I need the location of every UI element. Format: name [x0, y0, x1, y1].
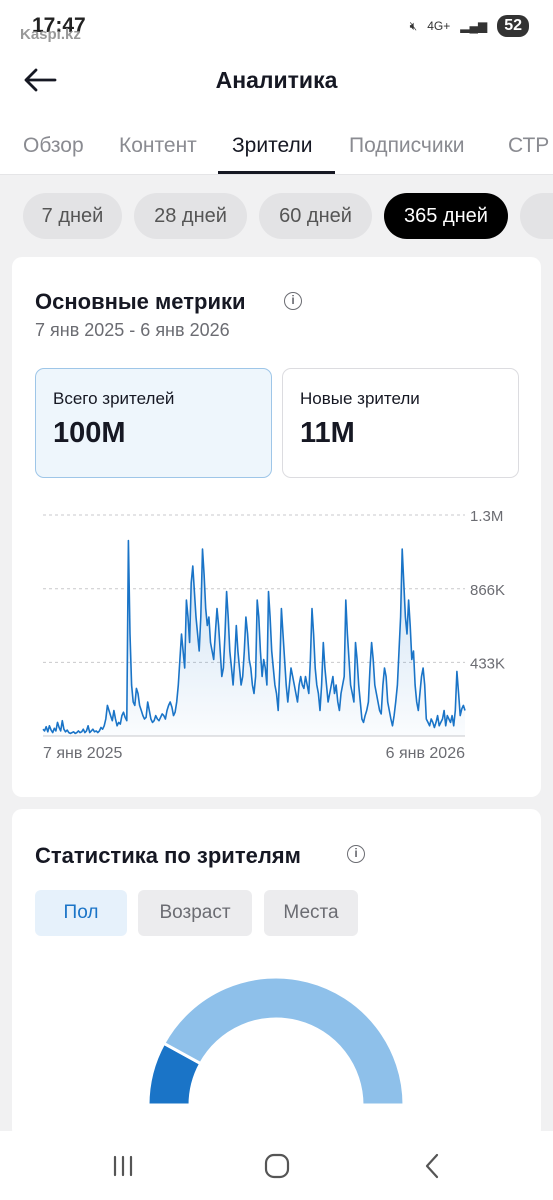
gender-donut-chart: [146, 975, 406, 1107]
status-time: 17:47: [32, 14, 86, 37]
date-range: 7 янв 2025 - 6 янв 2026: [35, 320, 230, 340]
viewers-line-chart: 1.3M 866K 433K 7 янв 2025 6 янв 2026: [42, 508, 505, 762]
home-icon: [264, 1153, 290, 1179]
total-viewers-tile[interactable]: Всего зрителей 100M: [35, 368, 272, 478]
tab-more[interactable]: СТР: [508, 134, 550, 157]
signal-icon: ▂▄▆: [460, 19, 488, 33]
x-tick-label-end: 6 янв 2026: [386, 745, 465, 762]
mute-icon: 🔇︎: [409, 18, 418, 33]
y-tick-label: 866K: [470, 582, 505, 599]
series-line: [42, 539, 466, 735]
period-selector: 7 дней 28 дней 60 дней 365 дней: [0, 175, 553, 257]
page-title: Аналитика: [215, 67, 338, 93]
info-icon[interactable]: i: [347, 845, 365, 863]
recent-apps-button[interactable]: [103, 1149, 143, 1183]
tab-overview[interactable]: Обзор: [23, 134, 84, 157]
total-viewers-value: 100M: [53, 417, 126, 449]
back-arrow-icon: [24, 68, 57, 92]
main-metrics-card: Основные метрики i 7 янв 2025 - 6 янв 20…: [12, 257, 541, 797]
info-icon[interactable]: i: [284, 292, 302, 310]
system-back-button[interactable]: [412, 1149, 452, 1183]
total-viewers-label: Всего зрителей: [53, 389, 175, 408]
new-viewers-value: 11M: [300, 417, 355, 449]
app-header: Аналитика: [0, 48, 553, 112]
audience-stats-card: Статистика по зрителям i Пол Возраст Мес…: [12, 809, 541, 1139]
segment-gender[interactable]: Пол: [35, 890, 127, 936]
period-custom[interactable]: [520, 193, 553, 239]
series-area: [43, 540, 465, 736]
chevron-left-icon: [425, 1153, 439, 1179]
new-viewers-label: Новые зрители: [300, 389, 420, 408]
tab-viewers[interactable]: Зрители: [232, 134, 313, 157]
tab-followers[interactable]: Подписчики: [349, 134, 465, 157]
active-tab-indicator: [218, 171, 335, 174]
status-bar: 17:47 Kaspi.kz 🔇︎ 4G+ ▂▄▆ 52: [0, 0, 553, 48]
segment-age[interactable]: Возраст: [138, 890, 252, 936]
network-label: 4G+: [427, 19, 451, 33]
recent-apps-icon: [113, 1155, 133, 1177]
back-button[interactable]: [20, 62, 60, 98]
home-button[interactable]: [257, 1149, 297, 1183]
y-tick-label: 1.3M: [470, 508, 503, 525]
new-viewers-tile[interactable]: Новые зрители 11M: [282, 368, 519, 478]
period-28-days[interactable]: 28 дней: [134, 193, 247, 239]
tab-content[interactable]: Контент: [119, 134, 197, 157]
status-icons: 🔇︎ 4G+ ▂▄▆ 52: [410, 15, 529, 37]
donut-segment[interactable]: [161, 975, 406, 1107]
period-7-days[interactable]: 7 дней: [23, 193, 122, 239]
battery-indicator: 52: [497, 15, 529, 37]
period-365-days[interactable]: 365 дней: [384, 193, 508, 239]
watermark-logo: Kaspi.kz: [20, 26, 81, 43]
x-tick-label-start: 7 янв 2025: [43, 745, 122, 762]
analytics-tabs: Обзор Контент Зрители Подписчики СТР: [0, 112, 553, 175]
audience-stats-title: Статистика по зрителям: [35, 843, 301, 868]
system-nav-bar: [0, 1131, 553, 1200]
segment-locations[interactable]: Места: [264, 890, 358, 936]
period-60-days[interactable]: 60 дней: [259, 193, 372, 239]
y-tick-label: 433K: [470, 655, 505, 672]
main-metrics-title: Основные метрики: [35, 289, 246, 314]
